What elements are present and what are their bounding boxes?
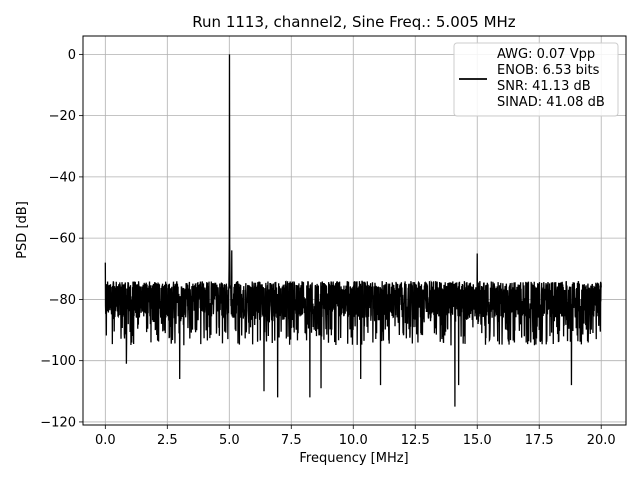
legend-entry-line: ENOB: 6.53 bits: [497, 63, 600, 78]
plot-frame: [82, 35, 627, 426]
legend-entry-text: AWG: 0.07 Vpp ENOB: 6.53 bits SNR: 41.13 d…: [497, 47, 605, 110]
x-tick-label: 12.5: [401, 433, 430, 448]
x-tick-label: 7.5: [281, 433, 302, 448]
x-tick-label: 2.5: [157, 433, 178, 448]
y-axis: 0 −20 −40 −60 −80 −100 −120: [40, 48, 83, 430]
legend-entry-line: SINAD: 41.08 dB: [497, 95, 605, 110]
x-tick-label: 20.0: [587, 433, 616, 448]
chart-title: Run 1113, channel2, Sine Freq.: 5.005 MH…: [192, 13, 516, 31]
legend-entry-line: AWG: 0.07 Vpp: [497, 47, 595, 62]
y-axis-label: PSD [dB]: [15, 201, 30, 259]
x-tick-label: 0.0: [95, 433, 116, 448]
x-tick-label: 10.0: [339, 433, 368, 448]
y-tick-label: −20: [49, 109, 76, 124]
y-tick-label: 0: [68, 48, 76, 63]
legend-box: [453, 42, 619, 117]
y-tick-label: −80: [49, 293, 76, 308]
series-line-psd: [104, 54, 602, 407]
x-axis: 0.0 2.5 5.0 7.5 10.0 12.5 15.0 17.5 20.0: [95, 425, 616, 448]
y-tick-label: −120: [40, 415, 76, 430]
y-tick-label: −40: [49, 170, 76, 185]
x-tick-label: 15.0: [463, 433, 492, 448]
x-tick-label: 5.0: [219, 433, 240, 448]
x-axis-label: Frequency [MHz]: [299, 451, 408, 466]
y-tick-label: −60: [49, 232, 76, 247]
legend-entry-line: SNR: 41.13 dB: [497, 79, 591, 94]
legend: AWG: 0.07 Vpp ENOB: 6.53 bits SNR: 41.13 d…: [453, 42, 619, 117]
x-tick-label: 17.5: [525, 433, 554, 448]
y-tick-label: −100: [40, 354, 76, 369]
